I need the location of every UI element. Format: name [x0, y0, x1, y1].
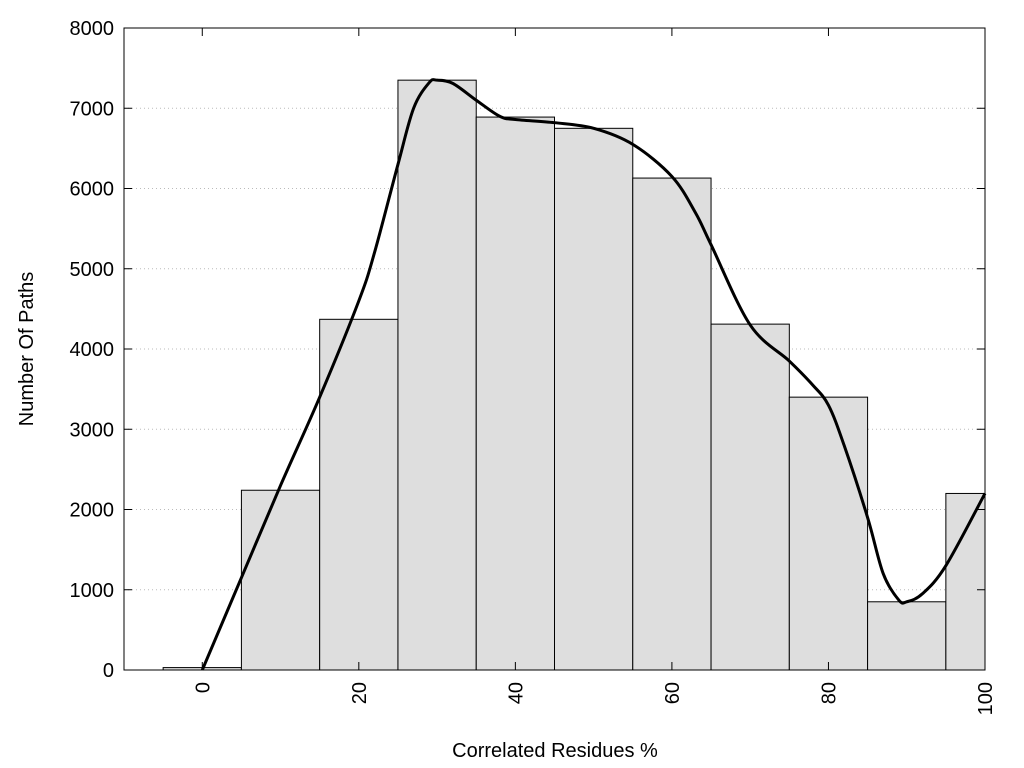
histogram-bar: [867, 601, 947, 671]
x-tick-label: 40: [505, 682, 527, 704]
histogram-bar: [710, 323, 790, 671]
histogram-bars: [162, 79, 986, 671]
y-tick-label: 1000: [70, 580, 115, 602]
smooth-curve-line: [200, 78, 987, 671]
axis-ticks: 0 1000 2000 3000 4000 5000 6000 7000 8000 0 20 40 60…: [70, 18, 998, 715]
y-tick-label: 7000: [70, 98, 115, 120]
smooth-curve-layer: [200, 78, 987, 671]
y-axis-title: Number Of Paths: [16, 272, 38, 427]
histogram-bar: [788, 396, 869, 671]
histogram-bar: [397, 79, 477, 671]
y-tick-label: 2000: [70, 500, 115, 522]
x-axis-title: Correlated Residues %: [452, 740, 658, 762]
x-tick-label: 20: [349, 682, 371, 704]
x-tick-label: 100: [975, 682, 997, 715]
y-tick-label: 6000: [70, 179, 115, 201]
y-tick-label: 4000: [70, 339, 115, 361]
histogram-bar: [554, 127, 634, 671]
histogram-bar: [475, 116, 555, 671]
y-tick-label: 0: [103, 660, 114, 682]
y-tick-label: 8000: [70, 18, 115, 40]
x-tick-label: 60: [662, 682, 684, 704]
x-tick-label: 0: [192, 682, 214, 693]
histogram-bar: [240, 489, 321, 671]
histogram-bar: [632, 177, 712, 671]
y-tick-label: 3000: [70, 419, 115, 441]
y-tick-label: 5000: [70, 259, 115, 281]
x-tick-label: 80: [818, 682, 840, 704]
histogram-bar: [945, 492, 986, 671]
